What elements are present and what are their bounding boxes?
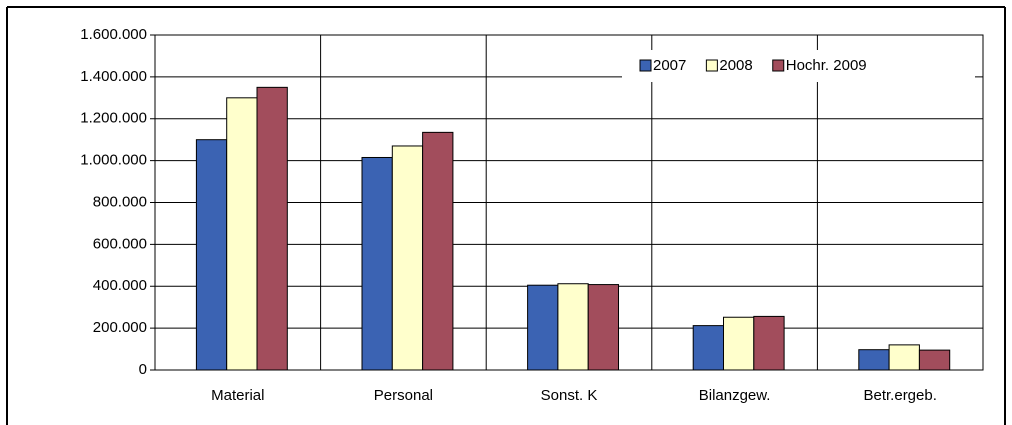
x-tick-label: Sonst. K: [541, 387, 598, 404]
bar: [527, 284, 559, 371]
x-tick-label: Betr.ergeb.: [864, 387, 937, 404]
x-tick-label: Material: [211, 387, 264, 404]
bar: [753, 315, 785, 371]
bar: [226, 97, 258, 371]
bar: [888, 344, 920, 371]
bar: [858, 349, 890, 371]
y-tick-label: 1.600.000: [80, 26, 147, 43]
y-tick-label: 800.000: [93, 193, 147, 210]
bar: [557, 283, 589, 371]
legend-label: 2008: [719, 57, 752, 74]
y-tick-label: 1.000.000: [80, 152, 147, 169]
legend-box: [622, 50, 975, 82]
bar: [256, 86, 288, 371]
x-tick-label: Personal: [374, 387, 433, 404]
bar: [422, 131, 454, 371]
bar: [723, 316, 755, 371]
x-tick-label: Bilanzgew.: [699, 387, 771, 404]
legend-swatch: [772, 59, 785, 72]
legend-label: Hochr. 2009: [786, 57, 867, 74]
bar: [391, 145, 424, 371]
legend-label: 2007: [653, 57, 686, 74]
legend-swatch: [705, 59, 718, 72]
y-tick-label: 400.000: [93, 277, 147, 294]
y-tick-label: 0: [139, 361, 147, 378]
y-tick-label: 600.000: [93, 235, 147, 252]
bar: [918, 349, 951, 371]
legend-swatch: [639, 59, 652, 72]
bar: [195, 139, 228, 371]
bar: [587, 284, 620, 371]
y-tick-label: 200.000: [93, 319, 147, 336]
y-tick-label: 1.200.000: [80, 110, 147, 127]
y-tick-label: 1.400.000: [80, 68, 147, 85]
bar: [361, 156, 393, 371]
bar: [692, 325, 725, 371]
